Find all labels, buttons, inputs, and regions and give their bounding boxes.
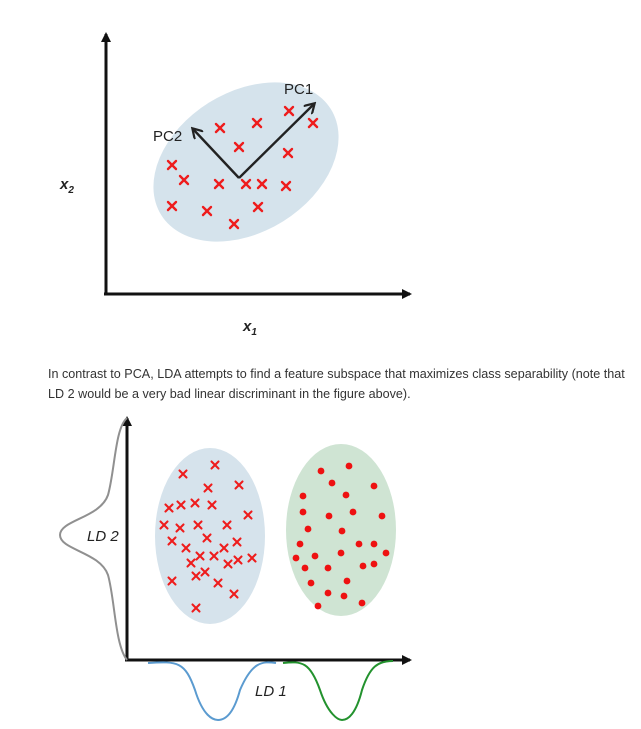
red-cross-marker — [283, 105, 295, 117]
red-cross-marker — [234, 480, 244, 490]
red-dot-marker — [317, 467, 325, 475]
ld1-label: LD 1 — [255, 683, 287, 700]
red-dot-marker — [311, 552, 319, 560]
red-cross-marker — [202, 533, 212, 543]
red-cross-marker — [193, 520, 203, 530]
red-cross-marker — [210, 460, 220, 470]
red-dot-marker — [358, 599, 366, 607]
pc1-arrow — [238, 104, 314, 179]
pca-data-points — [166, 105, 319, 230]
data-cloud-ellipse — [153, 82, 339, 242]
x1-axis-label: x1 — [242, 318, 257, 338]
red-cross-marker — [209, 551, 219, 561]
lda-diagram: LD 2 LD 1 — [58, 416, 412, 722]
red-cross-marker — [233, 141, 245, 153]
red-cross-marker — [228, 218, 240, 230]
red-dot-marker — [370, 560, 378, 568]
red-cross-marker — [232, 537, 242, 547]
red-dot-marker — [296, 540, 304, 548]
red-cross-marker — [252, 201, 264, 213]
red-cross-marker — [282, 147, 294, 159]
class2-ld1-distribution-curve — [282, 660, 394, 722]
red-cross-marker — [175, 523, 185, 533]
red-dot-marker — [370, 540, 378, 548]
red-cross-marker — [222, 520, 232, 530]
red-cross-marker — [181, 543, 191, 553]
red-cross-marker — [280, 180, 292, 192]
pc1-label: PC1 — [284, 81, 313, 98]
pc2-arrow — [193, 129, 240, 179]
red-cross-marker — [307, 117, 319, 129]
red-dot-marker — [299, 492, 307, 500]
red-dot-marker — [299, 508, 307, 516]
red-dot-marker — [355, 540, 363, 548]
ld2-distribution-curve — [58, 417, 128, 661]
red-dot-marker — [292, 554, 300, 562]
red-cross-marker — [176, 500, 186, 510]
red-dot-marker — [337, 549, 345, 557]
red-cross-marker — [178, 174, 190, 186]
class2-data-points — [292, 462, 390, 610]
red-cross-marker — [213, 578, 223, 588]
red-cross-marker — [214, 122, 226, 134]
red-cross-marker — [164, 503, 174, 513]
red-cross-marker — [240, 178, 252, 190]
red-dot-marker — [307, 579, 315, 587]
red-dot-marker — [343, 577, 351, 585]
red-cross-marker — [256, 178, 268, 190]
red-dot-marker — [304, 525, 312, 533]
red-dot-marker — [324, 589, 332, 597]
red-cross-marker — [186, 558, 196, 568]
x1-axis-letter: x — [242, 318, 252, 335]
red-dot-marker — [325, 512, 333, 520]
ld2-label: LD 2 — [87, 528, 119, 545]
red-dot-marker — [338, 527, 346, 535]
red-cross-marker — [200, 567, 210, 577]
red-cross-marker — [247, 553, 257, 563]
red-cross-marker — [159, 520, 169, 530]
pc2-label: PC2 — [153, 128, 182, 145]
red-cross-marker — [195, 551, 205, 561]
red-cross-marker — [229, 589, 239, 599]
red-cross-marker — [166, 200, 178, 212]
class1-ld1-distribution-curve — [147, 661, 277, 722]
red-dot-marker — [342, 491, 350, 499]
red-cross-marker — [167, 576, 177, 586]
red-cross-marker — [201, 205, 213, 217]
red-cross-marker — [213, 178, 225, 190]
red-cross-marker — [207, 500, 217, 510]
red-dot-marker — [301, 564, 309, 572]
red-dot-marker — [359, 562, 367, 570]
red-cross-marker — [219, 543, 229, 553]
red-dot-marker — [378, 512, 386, 520]
red-cross-marker — [191, 603, 201, 613]
x2-axis-letter: x — [59, 176, 69, 193]
x2-axis-label: x2 — [59, 176, 74, 196]
red-cross-marker — [203, 483, 213, 493]
red-cross-marker — [166, 159, 178, 171]
x1-axis-subscript: 1 — [251, 327, 257, 338]
red-dot-marker — [328, 479, 336, 487]
red-cross-marker — [167, 536, 177, 546]
red-dot-marker — [349, 508, 357, 516]
red-cross-marker — [251, 117, 263, 129]
red-dot-marker — [382, 549, 390, 557]
red-cross-marker — [191, 571, 201, 581]
red-cross-marker — [233, 555, 243, 565]
class1-data-points — [159, 460, 257, 613]
caption-text: In contrast to PCA, LDA attempts to find… — [48, 367, 625, 401]
red-cross-marker — [243, 510, 253, 520]
red-dot-marker — [345, 462, 353, 470]
pca-diagram: PC1 PC2 x2 x1 — [59, 32, 412, 338]
x2-axis-subscript: 2 — [67, 185, 74, 196]
red-dot-marker — [314, 602, 322, 610]
red-cross-marker — [190, 498, 200, 508]
red-cross-marker — [178, 469, 188, 479]
red-dot-marker — [370, 482, 378, 490]
red-dot-marker — [340, 592, 348, 600]
red-dot-marker — [324, 564, 332, 572]
red-cross-marker — [223, 559, 233, 569]
